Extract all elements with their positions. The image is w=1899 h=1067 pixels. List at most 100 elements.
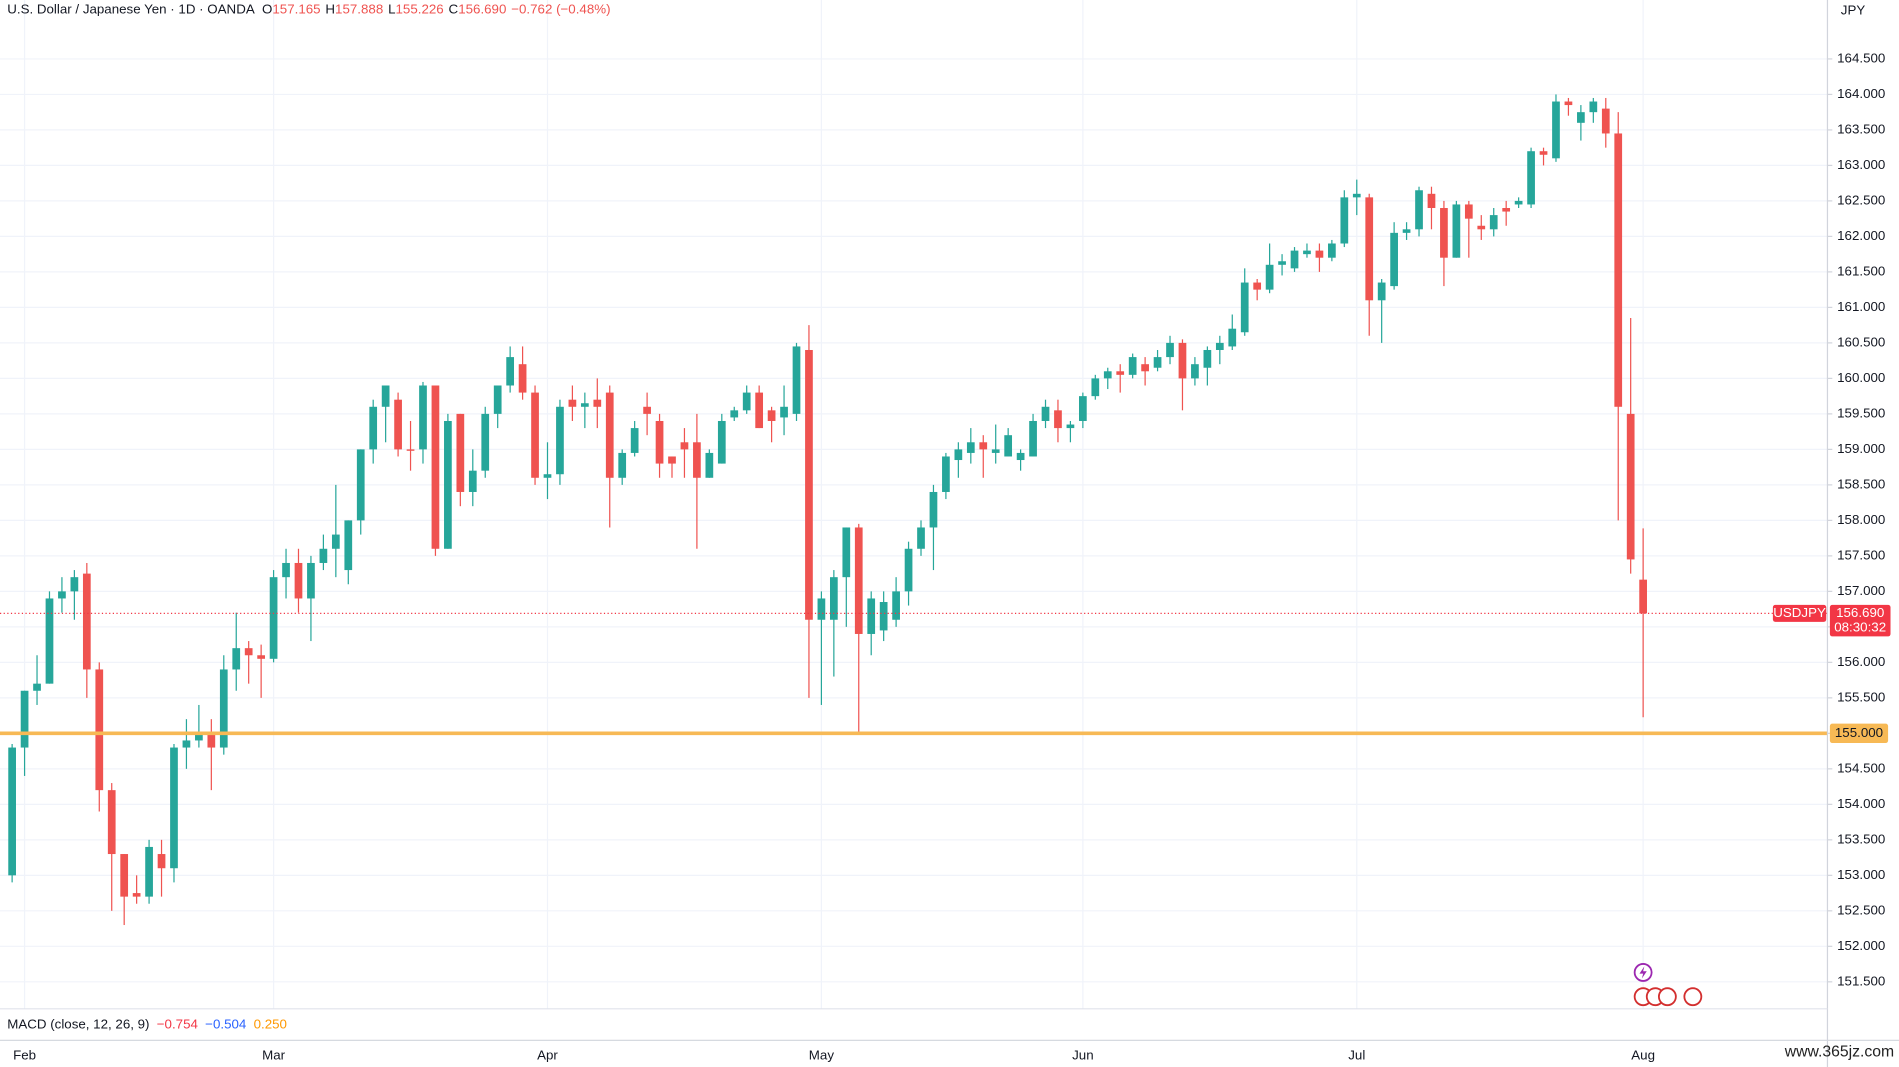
y-tick-label: 158.500 [1837,476,1885,491]
y-tick-label: 160.500 [1837,334,1885,349]
candle-body [942,456,950,492]
candle-body [1228,328,1237,347]
y-tick-label: 163.000 [1837,157,1885,172]
x-tick-label: Feb [13,1048,36,1063]
watermark: www.365jz.com [1784,1044,1894,1061]
candle-body [904,548,913,592]
y-tick-label: 162.000 [1837,228,1885,243]
candle-body [1066,424,1075,429]
candle-body [207,733,216,748]
x-tick-label: Apr [537,1048,558,1063]
candle-body [1514,200,1523,205]
candle-body [456,413,465,492]
y-tick-label: 154.000 [1837,796,1885,811]
candle-body [282,562,290,578]
candle-body [8,747,16,876]
candle-body [1601,108,1610,134]
y-tick-label: 159.500 [1837,405,1885,420]
candle-body [917,527,925,549]
candle-body [344,520,353,571]
candle-body [1427,193,1436,209]
candle-body [120,854,129,897]
candle-body [792,346,801,414]
candle-body [518,364,527,393]
candle-body [369,406,378,450]
candle-body [1415,190,1423,230]
candle-body [605,392,614,478]
candle-body [1054,410,1062,429]
legend-value: 157.888 [335,1,383,16]
candle-body [1639,579,1647,614]
candle-body [1141,364,1149,372]
y-tick-label: 162.500 [1837,192,1885,207]
candle-body [1626,413,1635,560]
macd-value: 0.250 [254,1016,287,1031]
countdown: 08:30:32 [1834,619,1886,634]
candle-body [1340,197,1349,244]
candle-body [892,591,900,620]
candle-body [132,893,141,897]
candle-body [854,527,863,634]
flag-icon[interactable] [1657,987,1677,1007]
legend-key: C [449,1,459,16]
candle-body [1041,406,1050,421]
candle-body [431,385,440,549]
legend-value: 155.226 [396,1,444,16]
candle-body [531,392,539,478]
candle-body [929,491,938,528]
candle-body [1265,264,1274,290]
x-tick-label: May [809,1048,835,1063]
candle-body [1253,282,1262,290]
symbol-tag: USDJPY [1773,605,1826,620]
candle-body [556,406,564,475]
candle-body [767,410,776,421]
candle-body [307,562,315,599]
candle-body [257,655,265,659]
y-tick-label: 152.000 [1837,938,1885,953]
candle-body [1377,282,1386,301]
candle-body [1178,342,1187,379]
candle-body [1577,112,1585,123]
y-tick-label: 153.000 [1837,867,1885,882]
candle-body [1502,208,1511,212]
x-tick-label: Aug [1631,1048,1655,1063]
legend-value: 156.690 [458,1,506,16]
candle-body [655,420,664,464]
candle-body [107,790,116,855]
candle-body [1128,357,1137,375]
plot-area [0,94,1828,926]
candle-body [580,403,589,407]
legend-value: 157.165 [272,1,320,16]
candle-body [1116,371,1125,375]
y-tick-label: 163.500 [1837,121,1885,136]
x-tick-label: Mar [262,1048,286,1063]
candle-body [1016,452,1025,461]
candle-body [1477,225,1486,230]
candle-body [817,598,826,620]
candle-body [294,562,303,599]
macd-label: MACD (close, 12, 26, 9) [7,1016,149,1031]
candle-body [493,385,502,414]
candle-body [1103,371,1112,379]
flag-icon[interactable] [1683,987,1703,1007]
candle-body [829,577,838,620]
candle-body [643,406,651,414]
candle-body [1464,204,1473,219]
alert-label: 155.000 [1835,725,1883,740]
candle-body [568,399,577,407]
candle-body [1527,151,1535,205]
y-tick-label: 159.000 [1837,441,1885,456]
candle-body [1091,378,1100,397]
y-tick-label: 164.000 [1837,86,1885,101]
legend-title: U.S. Dollar / Japanese Yen · 1D · OANDA [7,1,255,16]
candle-body [331,534,340,549]
candle-body [1589,101,1598,113]
candle-body [1079,396,1087,421]
candle-body [966,442,975,453]
alert-label-box [1829,723,1889,744]
y-tick-label: 157.500 [1837,547,1885,562]
candle-body [170,747,178,869]
candle-body [481,413,490,471]
symbol-tag-box [1772,604,1827,622]
candle-body [630,428,639,453]
